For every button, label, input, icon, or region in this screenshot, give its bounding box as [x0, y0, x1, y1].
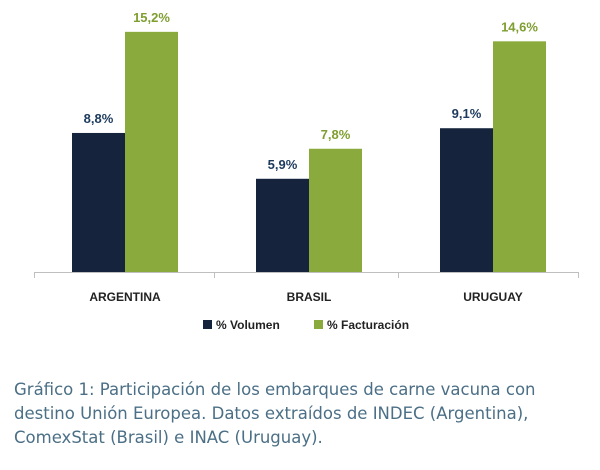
- data-label: 5,9%: [268, 157, 298, 172]
- bar-volumen-argentina: [72, 132, 125, 272]
- data-label: 15,2%: [133, 10, 170, 25]
- chart-caption: Gráfico 1: Participación de los embarque…: [14, 380, 536, 447]
- data-label: 8,8%: [84, 111, 114, 126]
- bar-chart: 8,8% 15,2% ARGENTINA 5,9% 7,8% BRASIL 9,1% 14,6…: [34, 10, 579, 332]
- data-label: 14,6%: [501, 19, 538, 34]
- bar-facturacion-argentina: [125, 31, 178, 273]
- legend-swatch-facturacion: [314, 320, 323, 329]
- data-label: 9,1%: [452, 106, 482, 121]
- bar-volumen-brasil: [256, 178, 309, 272]
- legend-label-facturacion: % Facturación: [327, 318, 409, 332]
- bar-facturacion-brasil: [309, 148, 362, 272]
- legend-label-volumen: % Volumen: [216, 318, 280, 332]
- x-tick-label: URUGUAY: [463, 290, 523, 304]
- x-tick-label: ARGENTINA: [89, 290, 161, 304]
- x-tick-label: BRASIL: [287, 290, 332, 304]
- data-label: 7,8%: [321, 127, 351, 142]
- bar-volumen-uruguay: [440, 128, 493, 272]
- bar-facturacion-uruguay: [493, 41, 546, 272]
- legend-swatch-volumen: [203, 320, 212, 329]
